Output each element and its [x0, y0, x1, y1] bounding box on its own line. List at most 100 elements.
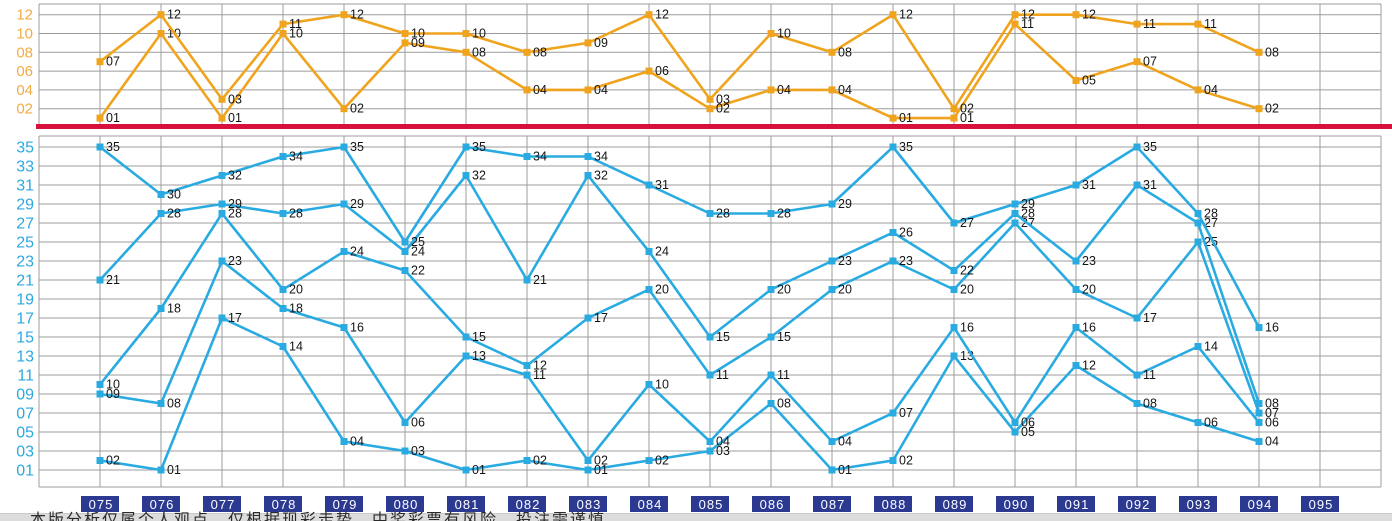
data-point-label: 31 [1143, 178, 1157, 192]
x-axis-label: 077 [211, 497, 236, 512]
data-point-label: 35 [350, 140, 364, 154]
data-point [218, 95, 226, 103]
data-point [584, 457, 592, 464]
data-point [401, 447, 409, 455]
data-point [706, 210, 714, 217]
x-axis-label-box [874, 496, 912, 512]
x-axis-label-box [264, 496, 302, 512]
data-point-label: 06 [1265, 416, 1279, 430]
data-point [767, 333, 775, 341]
data-point [1072, 181, 1080, 189]
data-point [1194, 238, 1202, 246]
data-point [1133, 181, 1141, 189]
data-point-label: 34 [533, 150, 547, 164]
data-point [523, 457, 531, 464]
data-point-label: 28 [167, 207, 181, 221]
x-axis-label-box [996, 496, 1034, 512]
data-point [828, 286, 836, 293]
x-axis-label: 091 [1065, 497, 1090, 512]
data-point-label: 06 [1204, 416, 1218, 430]
data-point [950, 219, 958, 227]
data-point-label: 03 [411, 444, 425, 458]
x-axis-label-box [935, 496, 973, 512]
data-point [1133, 371, 1141, 379]
x-axis: 075 076 077 078 079 080 081 082 083 084 085 086 087 0… [81, 496, 1339, 512]
data-point [340, 248, 348, 255]
data-point-label: 23 [838, 254, 852, 268]
data-point-label: 06 [1021, 416, 1035, 430]
data-point-label: 28 [1204, 207, 1218, 221]
bottom-y-axis: 35 33 31 29 27 25 23 21 19 17 15 13 11 09 07 05 03 01 [16, 140, 34, 480]
data-point-label: 08 [167, 397, 181, 411]
x-axis-label: 078 [272, 497, 297, 512]
data-point [1072, 11, 1080, 19]
data-point-label: 08 [1265, 397, 1279, 411]
data-point-label: 28 [1021, 207, 1035, 221]
x-axis-label-box [691, 496, 729, 512]
data-point [340, 200, 348, 208]
data-point [218, 114, 226, 122]
data-point [767, 371, 775, 379]
y-tick-label: 01 [16, 463, 34, 480]
data-point-label: 06 [655, 64, 669, 78]
data-point [401, 30, 409, 37]
data-point [889, 143, 897, 151]
data-point [1133, 400, 1141, 407]
data-point-label: 04 [594, 83, 608, 97]
data-point-label: 01 [167, 463, 181, 477]
data-point-label: 28 [777, 207, 791, 221]
data-point [218, 200, 226, 208]
data-point [96, 276, 104, 284]
data-point [523, 86, 531, 94]
data-point-label: 11 [289, 17, 302, 31]
series-line [98, 145, 1261, 329]
data-point-label: 10 [106, 378, 120, 392]
data-point-label: 14 [1204, 340, 1218, 354]
data-point-label: 27 [1204, 216, 1218, 230]
y-tick-label: 05 [16, 425, 34, 442]
x-axis-label-box [1057, 496, 1095, 512]
data-point-label: 20 [655, 283, 669, 297]
footer-band [0, 513, 1392, 521]
data-point-label: 23 [899, 254, 913, 268]
data-point-label: 17 [228, 311, 242, 325]
data-point [645, 248, 653, 255]
y-tick-label: 08 [16, 44, 33, 61]
data-point [462, 30, 470, 37]
data-point-label: 29 [350, 197, 364, 211]
data-point-label: 04 [716, 435, 730, 449]
x-axis-label: 086 [760, 497, 785, 512]
data-point [828, 438, 836, 445]
data-point-label: 02 [594, 454, 608, 468]
data-point [462, 466, 470, 474]
x-axis-label: 089 [943, 497, 968, 512]
data-point-label: 10 [777, 27, 791, 41]
data-point [1133, 20, 1141, 28]
data-point-label: 08 [533, 45, 547, 59]
data-point [1255, 400, 1263, 407]
data-point-label: 22 [411, 264, 425, 278]
y-tick-label: 03 [16, 444, 34, 461]
series-line [98, 259, 1261, 462]
data-point [279, 210, 287, 217]
data-point-label: 20 [838, 283, 852, 297]
data-point [950, 286, 958, 293]
data-point [340, 324, 348, 331]
data-point-label: 04 [838, 83, 852, 97]
y-tick-label: 33 [16, 159, 34, 176]
data-point [889, 257, 897, 265]
x-axis-label-box [81, 496, 119, 512]
data-point-label: 18 [289, 302, 303, 316]
data-point [340, 105, 348, 113]
data-point [218, 210, 226, 217]
data-point-label: 08 [777, 397, 791, 411]
data-point [1194, 343, 1202, 350]
data-point-label: 04 [1204, 83, 1218, 97]
data-point-label: 24 [411, 245, 425, 259]
x-axis-label: 076 [150, 497, 175, 512]
data-point [706, 371, 714, 379]
data-point [96, 381, 104, 388]
data-point [1194, 219, 1202, 227]
data-point-label: 32 [472, 169, 486, 183]
data-point-label: 02 [960, 102, 974, 116]
